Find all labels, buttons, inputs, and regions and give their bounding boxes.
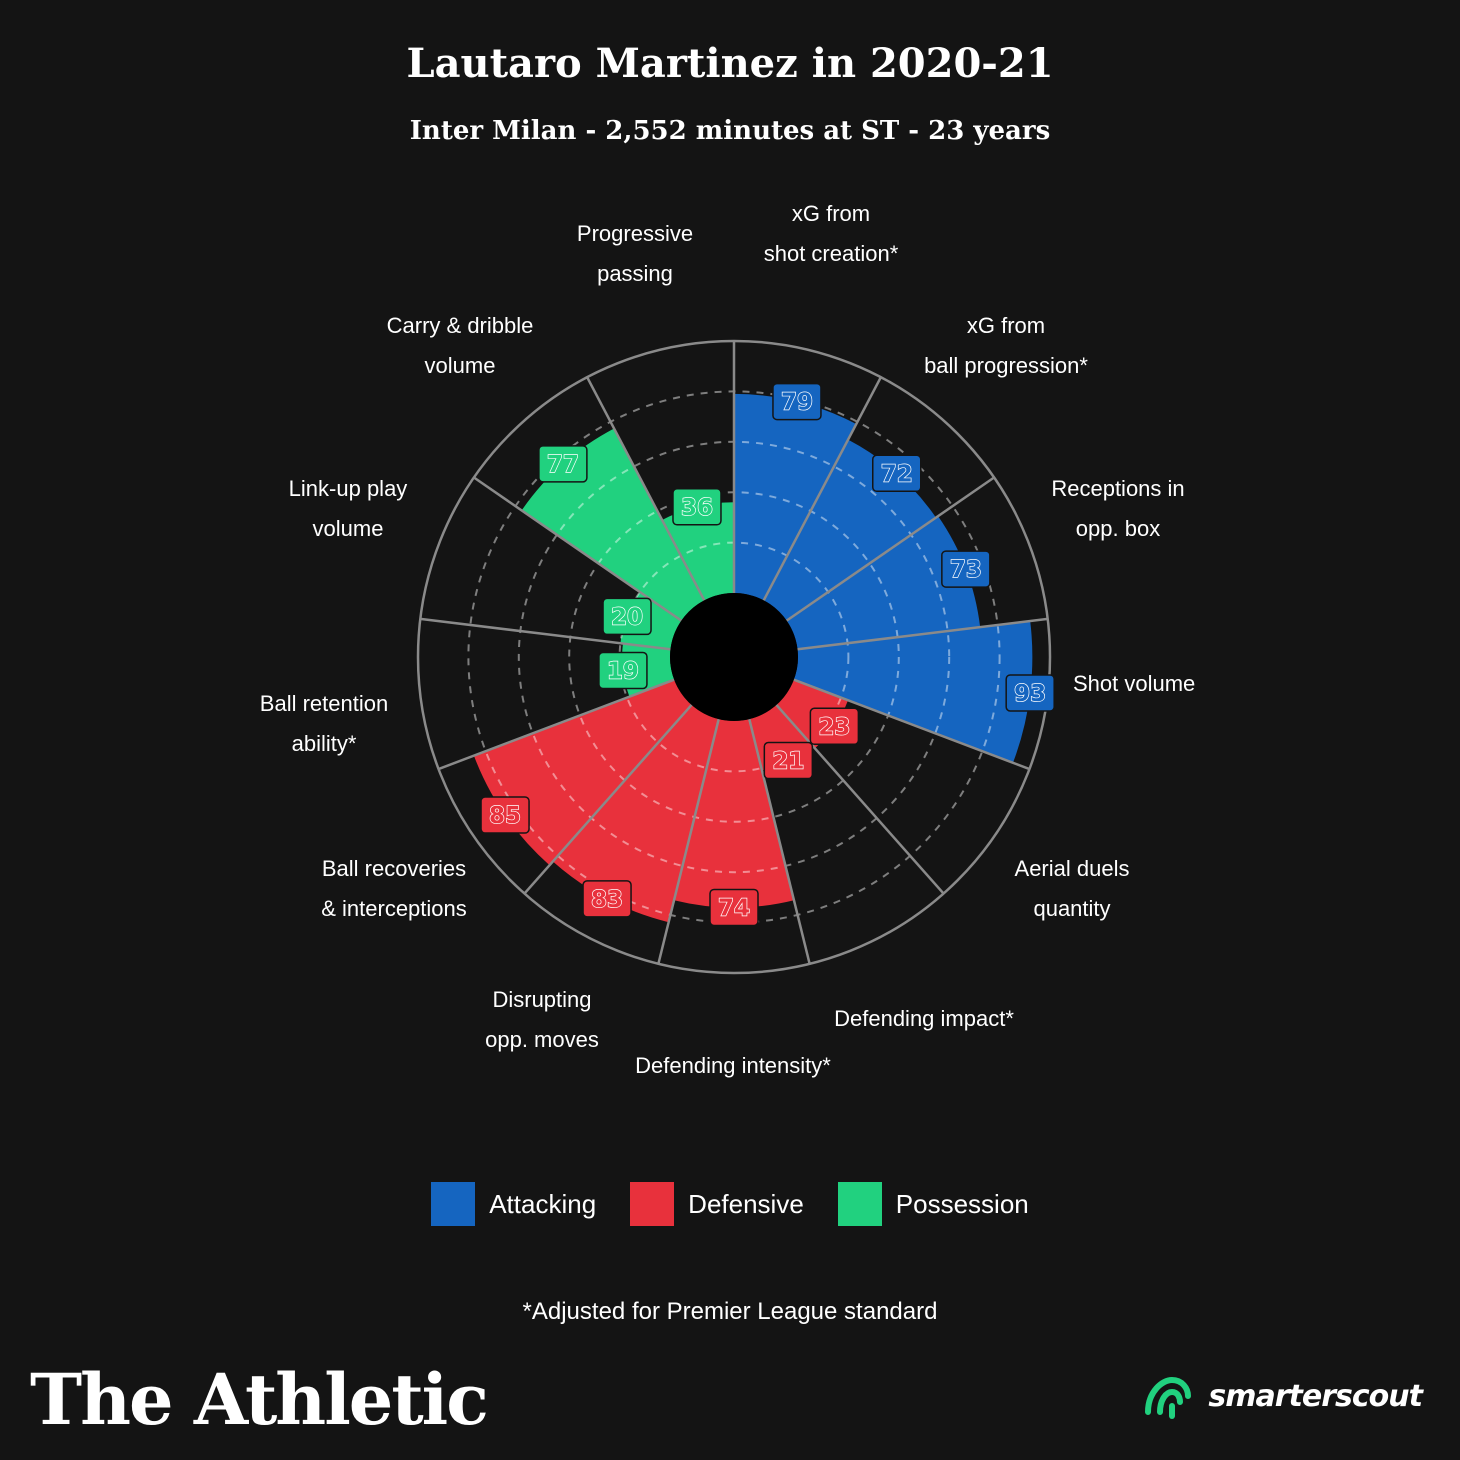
value-label-10: 19 <box>607 658 639 684</box>
axis-label-13: Progressive passing <box>577 221 693 286</box>
spoke-7 <box>748 718 811 965</box>
spoke-11 <box>420 617 671 651</box>
smarterscout-wordmark: smarterscout <box>1208 1378 1423 1414</box>
axis-label-3: Receptions in opp. box <box>1051 476 1184 541</box>
value-badge-10 <box>598 651 648 690</box>
spoke-8 <box>657 718 720 965</box>
spoke-2 <box>762 376 882 601</box>
axis-label-12: Carry & dribble volume <box>387 313 534 378</box>
legend-swatch-possession <box>837 1182 882 1226</box>
bar-4 <box>793 621 1033 763</box>
axis-label-4: Shot volume <box>1073 671 1195 696</box>
value-badge-5 <box>809 707 860 746</box>
chart-title: Lautaro Martinez in 2020-21 <box>406 40 1054 87</box>
axis-label-7: Defending intensity* <box>635 1053 831 1078</box>
value-badge-9 <box>480 796 530 834</box>
value-labels-layer: 79 72 73 93 23 21 74 83 85 19 20 77 36 <box>480 382 1055 927</box>
legend-item-attacking: Attacking <box>431 1182 596 1226</box>
value-label-9: 85 <box>489 803 521 829</box>
axis-label-1: xG from shot creation* <box>764 201 899 266</box>
spoke-13 <box>586 376 706 601</box>
spoke-9 <box>523 704 693 895</box>
bar-1 <box>734 393 857 601</box>
legend-label-possession: Possession <box>895 1188 1029 1219</box>
axis-labels-layer: xG from shot creation* xG from ball progres… <box>260 201 1196 1078</box>
spoke-4 <box>797 617 1048 651</box>
spoke-5 <box>793 678 1030 771</box>
chart-subtitle: Inter Milan - 2,552 minutes at ST - 23 y… <box>409 116 1051 146</box>
center-hole <box>670 593 798 721</box>
value-badge-8 <box>582 880 632 918</box>
legend-swatch-attacking <box>431 1182 476 1226</box>
legend-label-defensive: Defensive <box>688 1188 804 1219</box>
value-badge-6 <box>763 741 814 780</box>
value-label-13: 36 <box>681 495 713 521</box>
spoke-12 <box>473 476 683 622</box>
legend-item-defensive: Defensive <box>630 1182 804 1226</box>
axis-label-11: Link-up play volume <box>289 476 408 541</box>
footnote: *Adjusted for Premier League standard <box>522 1298 938 1325</box>
axis-label-6: Defending impact* <box>834 1006 1014 1031</box>
value-badge-12 <box>538 445 588 483</box>
axis-label-9: Ball recoveries & interceptions <box>321 856 467 921</box>
value-label-3: 73 <box>950 557 982 583</box>
value-label-7: 74 <box>718 895 750 921</box>
legend: Attacking Defensive Possession <box>0 1182 1460 1226</box>
bar-8 <box>552 704 719 923</box>
spoke-10 <box>438 678 675 771</box>
legend-item-possession: Possession <box>837 1182 1029 1226</box>
bar-7 <box>674 719 794 908</box>
spoke-6 <box>775 704 945 895</box>
legend-swatch-defensive <box>630 1182 675 1226</box>
axis-label-2: xG from ball progression* <box>924 313 1088 378</box>
value-label-2: 72 <box>881 461 913 487</box>
value-badge-13 <box>672 488 722 526</box>
legend-label-attacking: Attacking <box>489 1188 597 1219</box>
value-badge-11 <box>602 597 652 636</box>
bar-13 <box>662 502 734 601</box>
spoke-3 <box>785 476 995 622</box>
value-badge-3 <box>941 550 991 588</box>
smarterscout-logo: smarterscout <box>1142 1372 1423 1420</box>
the-athletic-logo: The Athletic <box>30 1358 489 1441</box>
value-badge-7 <box>709 888 759 927</box>
value-label-5: 23 <box>818 714 850 740</box>
grid-layer <box>416 339 1052 975</box>
value-badge-2 <box>872 454 922 493</box>
bar-3 <box>786 516 981 650</box>
axis-label-10: Ball retention ability* <box>260 691 388 756</box>
value-badge-1 <box>772 382 822 421</box>
value-label-11: 20 <box>611 604 643 630</box>
value-label-8: 83 <box>591 887 623 913</box>
axis-label-5: Aerial duels quantity <box>1015 856 1130 921</box>
value-label-6: 21 <box>772 749 804 775</box>
value-label-1: 79 <box>781 390 813 416</box>
value-badge-4 <box>1005 674 1055 712</box>
value-label-4: 93 <box>1014 681 1046 707</box>
smarterscout-logo-icon <box>1145 1376 1192 1419</box>
axis-label-8: Disrupting opp. moves <box>485 987 599 1052</box>
value-label-12: 77 <box>547 452 579 478</box>
